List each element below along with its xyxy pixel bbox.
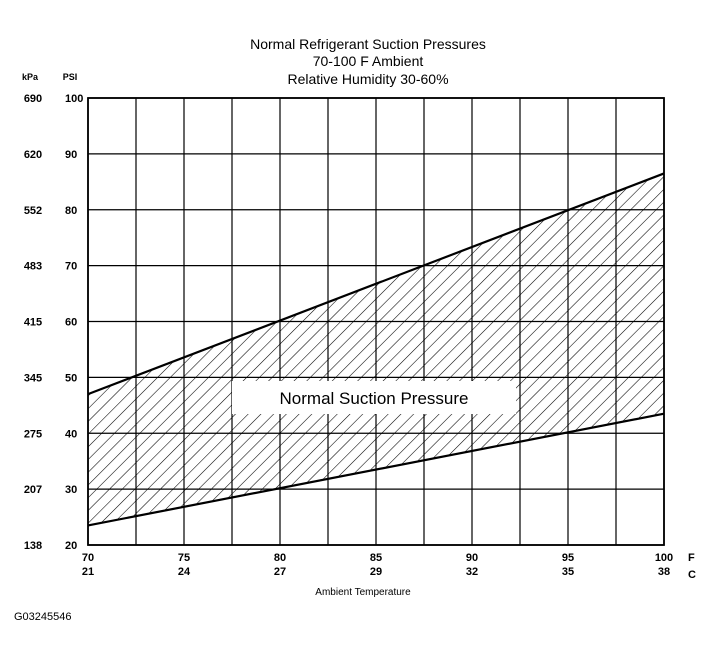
y-tick-psi: 80 (65, 205, 77, 217)
x-tick-f: 75 (178, 552, 190, 564)
y-tick-kpa: 620 (24, 149, 42, 161)
x-tick-f: 70 (82, 552, 94, 564)
x-tick-f: 95 (562, 552, 574, 564)
chart-title-line-3: Relative Humidity 30-60% (287, 71, 448, 87)
x-tick-f: 80 (274, 552, 286, 564)
figure-id: G03245546 (14, 611, 72, 623)
band-label-box (232, 381, 516, 414)
y-unit-kpa: kPa (22, 72, 39, 82)
y-tick-kpa: 275 (24, 428, 42, 440)
x-tick-c: 38 (658, 566, 670, 578)
y-tick-kpa: 415 (24, 317, 42, 329)
x-unit-c: C (688, 569, 696, 581)
x-tick-layer: 70 21 75 24 80 27 85 29 90 32 95 35 100 38 (82, 552, 673, 578)
y-tick-psi: 100 (65, 93, 83, 105)
x-tick-f: 85 (370, 552, 382, 564)
y-tick-psi: 50 (65, 372, 77, 384)
y-tick-psi: 60 (65, 317, 77, 329)
chart-title-line-2: 70-100 F Ambient (313, 53, 424, 69)
plot-frame (87, 97, 665, 546)
y-tick-kpa: 483 (24, 261, 42, 273)
x-tick-c: 27 (274, 566, 286, 578)
line-layer (87, 172, 665, 527)
y-tick-psi: 40 (65, 428, 77, 440)
y-tick-kpa: 207 (24, 484, 42, 496)
x-tick-f: 90 (466, 552, 478, 564)
band-lower-line (87, 412, 665, 527)
x-tick-c: 35 (562, 566, 574, 578)
x-tick-c: 29 (370, 566, 382, 578)
x-unit-f: F (688, 552, 695, 564)
chart-title-line-1: Normal Refrigerant Suction Pressures (250, 36, 486, 52)
x-axis-label: Ambient Temperature (315, 587, 411, 598)
y-tick-psi: 20 (65, 540, 77, 552)
y-tick-layer: 100 690 90 620 80 552 70 483 60 415 50 345 40 275 30 20… (24, 93, 84, 552)
band-upper-line (87, 172, 665, 396)
y-tick-kpa: 552 (24, 205, 42, 217)
x-tick-c: 24 (178, 566, 191, 578)
y-tick-psi: 70 (65, 261, 77, 273)
x-tick-c: 32 (466, 566, 478, 578)
y-tick-kpa: 345 (24, 372, 42, 384)
y-tick-kpa: 138 (24, 540, 42, 552)
y-tick-psi: 90 (65, 149, 77, 161)
y-unit-psi: PSI (63, 72, 78, 82)
x-tick-c: 21 (82, 566, 94, 578)
y-tick-psi: 30 (65, 484, 77, 496)
x-tick-f: 100 (655, 552, 673, 564)
band-label: Normal Suction Pressure (280, 389, 469, 408)
grid-layer (87, 97, 665, 546)
y-tick-kpa: 690 (24, 93, 42, 105)
